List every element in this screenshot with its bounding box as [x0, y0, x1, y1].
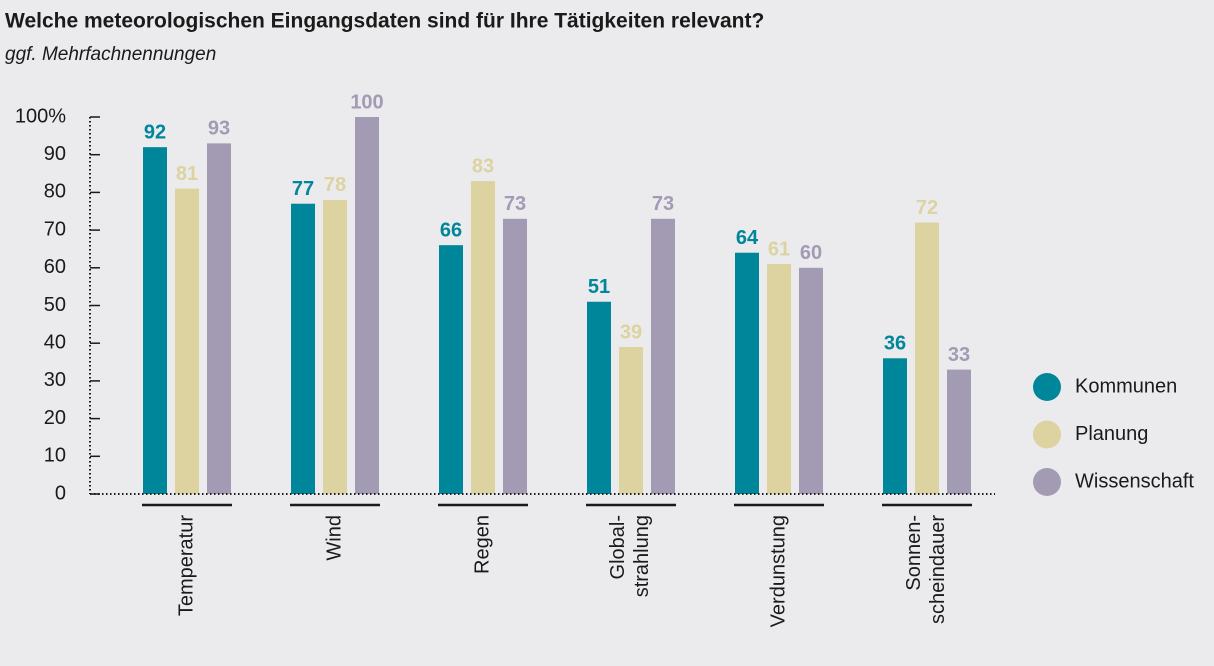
bar: [175, 188, 199, 494]
data-label: 93: [208, 118, 230, 140]
y-tick-label: 20: [44, 407, 66, 429]
y-tick-label: 80: [44, 181, 66, 203]
y-tick-label: 50: [44, 294, 66, 316]
y-tick-label: 90: [44, 143, 66, 165]
bar: [207, 143, 231, 494]
y-tick-label: 30: [44, 369, 66, 391]
x-tick-label: Verdunstung: [767, 515, 789, 627]
bar: [735, 252, 759, 494]
data-label: 73: [652, 193, 674, 215]
legend-marker: [1033, 373, 1061, 401]
bar: [503, 218, 527, 495]
bar: [799, 267, 823, 494]
bar: [767, 264, 791, 494]
bar: [471, 181, 495, 494]
data-label: 61: [768, 238, 790, 260]
bar: [651, 218, 675, 495]
x-tick-label: Wind: [323, 515, 345, 561]
legend-label: Kommunen: [1075, 375, 1177, 397]
legend-marker: [1033, 468, 1061, 496]
data-label: 60: [800, 242, 822, 264]
data-label: 64: [736, 227, 759, 249]
legend-label: Wissenschaft: [1075, 470, 1194, 492]
bar: [619, 346, 643, 494]
data-label: 39: [620, 321, 642, 343]
x-tick-label: Sonnen-scheindauer: [903, 515, 949, 624]
y-tick-label: 0: [55, 482, 66, 504]
legend-marker: [1033, 420, 1061, 449]
data-label: 72: [916, 197, 938, 219]
bar: [355, 117, 379, 494]
chart-subtitle: ggf. Mehrfachnennungen: [5, 44, 216, 65]
y-tick-label: 100%: [15, 105, 66, 127]
data-label: 66: [440, 219, 462, 241]
chart-title: Welche meteorologischen Eingangsdaten si…: [5, 10, 764, 33]
data-label: 81: [176, 163, 198, 185]
data-label: 83: [472, 155, 494, 177]
legend-label: Planung: [1075, 423, 1148, 445]
data-label: 78: [324, 174, 346, 196]
data-label: 77: [292, 178, 314, 200]
data-label: 33: [948, 344, 970, 366]
x-tick-label: Temperatur: [175, 515, 197, 616]
y-tick-label: 10: [44, 445, 66, 467]
bar: [883, 358, 907, 494]
data-label: 36: [884, 333, 906, 355]
data-label: 73: [504, 193, 526, 215]
y-tick-label: 70: [44, 218, 66, 240]
bar: [947, 369, 971, 494]
bar: [439, 245, 463, 494]
data-label: 51: [588, 276, 610, 298]
y-tick-label: 40: [44, 331, 66, 353]
data-label: 100: [350, 91, 383, 113]
bar: [291, 203, 315, 494]
y-tick-label: 60: [44, 256, 66, 278]
bar: [323, 199, 347, 494]
bar: [587, 301, 611, 494]
data-label: 92: [144, 121, 166, 143]
bar: [143, 147, 167, 494]
x-tick-label: Regen: [471, 515, 493, 574]
x-tick-label: Global-strahlung: [607, 515, 653, 597]
bar: [915, 222, 939, 494]
